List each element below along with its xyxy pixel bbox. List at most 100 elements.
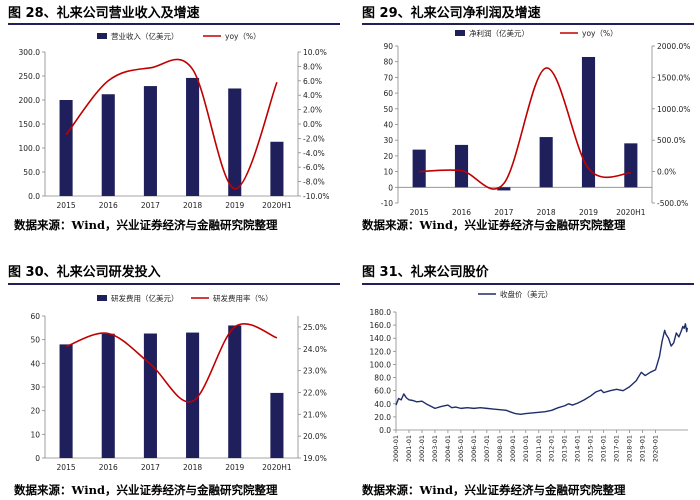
x-tick-label: 2016 — [452, 208, 471, 217]
x-tick-label: 2005-01 — [457, 435, 465, 462]
x-tick-label: 2006-01 — [470, 435, 478, 462]
x-tick-label: 2019-01 — [639, 435, 647, 462]
y-tick-label: 180.0 — [370, 308, 392, 317]
legend-label: 研发费用率（%） — [213, 293, 273, 303]
y-tick-label: 140.0 — [370, 334, 392, 343]
y-tick-label: 300.0 — [19, 48, 41, 57]
bar — [270, 392, 284, 458]
x-tick-label: 2001-01 — [405, 435, 413, 462]
chart-rd: 0 10 20 30 40 50 60 19.0% 20.0% 21.0% 22.0% 23.0% 24… — [30, 293, 326, 472]
y-tick-label: 50.0 — [23, 168, 40, 177]
title-rule — [8, 283, 340, 285]
x-tick-label: 2015-01 — [587, 435, 595, 462]
y-tick-label: -10 — [381, 199, 393, 208]
y-tick-label: 80.0 — [374, 374, 391, 383]
chart-net-profit: -10 0 10 20 30 40 50 60 70 80 90 -500.0% 0.0% 500.0% 1… — [381, 28, 691, 217]
legend-swatch-bar — [97, 295, 107, 301]
series-line-yoy（%） — [419, 67, 631, 190]
y-tick-label: 80 — [383, 58, 393, 67]
y2-tick-label: -2.0% — [303, 134, 325, 143]
y2-tick-label: 500.0% — [657, 136, 686, 145]
y2-tick-label: -500.0% — [657, 199, 688, 208]
bar — [143, 333, 157, 458]
y2-tick-label: -6.0% — [303, 163, 325, 172]
y2-tick-label: 2000.0% — [657, 42, 690, 51]
x-tick-label: 2016 — [99, 201, 118, 210]
y2-tick-label: -4.0% — [303, 149, 325, 158]
bar — [454, 144, 469, 188]
x-tick-label: 2017-01 — [613, 435, 621, 462]
x-tick-label: 2018-01 — [626, 435, 634, 462]
panel-title-net-profit: 图 29、礼来公司净利润及增速 — [362, 6, 541, 21]
bar — [186, 77, 200, 196]
y2-tick-label: 8.0% — [303, 62, 322, 71]
y2-tick-label: 6.0% — [303, 77, 322, 86]
y-tick-label: 100.0 — [19, 144, 41, 153]
bar — [143, 86, 157, 196]
y-tick-label: 20 — [383, 152, 393, 161]
legend-label: 营业收入（亿美元） — [111, 31, 179, 41]
y-tick-label: 50 — [383, 105, 393, 114]
x-tick-label: 2012-01 — [548, 435, 556, 462]
y-tick-label: 250.0 — [19, 72, 41, 81]
y-tick-label: 10 — [383, 168, 393, 177]
x-tick-label: 2018 — [537, 208, 556, 217]
y2-tick-label: -8.0% — [303, 178, 325, 187]
panel-title-rd: 图 30、礼来公司研发投入 — [8, 265, 161, 280]
y2-tick-label: 24.0% — [303, 345, 327, 354]
y2-tick-label: 4.0% — [303, 91, 322, 100]
bar — [186, 332, 200, 458]
y-tick-label: 60.0 — [374, 387, 391, 396]
x-tick-label: 2019 — [225, 201, 244, 210]
x-tick-label: 2003-01 — [431, 435, 439, 462]
legend-label: 研发费用（亿美元） — [111, 293, 179, 303]
y2-tick-label: 1500.0% — [657, 73, 690, 82]
title-rule — [362, 283, 694, 285]
bar — [412, 149, 426, 188]
legend-swatch-bar — [97, 33, 107, 39]
x-tick-label: 2008-01 — [496, 435, 504, 462]
legend-label: 净利润（亿美元） — [469, 28, 529, 38]
x-tick-label: 2013-01 — [561, 435, 569, 462]
legend-label: 收盘价（美元） — [500, 289, 553, 299]
y2-tick-label: 21.0% — [303, 410, 327, 419]
bar — [228, 325, 242, 458]
x-tick-label: 2010-01 — [522, 435, 530, 462]
y-tick-label: 0.0 — [28, 192, 40, 201]
bar — [228, 88, 242, 196]
x-tick-label: 2018 — [183, 201, 202, 210]
legend-label: yoy（%） — [582, 29, 618, 38]
y-tick-label: 0 — [388, 183, 393, 192]
x-tick-label: 2020H1 — [262, 463, 292, 472]
y-tick-label: 90 — [383, 42, 393, 51]
y-tick-label: 70 — [383, 73, 393, 82]
title-rule — [362, 23, 694, 25]
bar — [497, 187, 511, 191]
title-rule — [8, 23, 340, 25]
panel-title-stock-price: 图 31、礼来公司股价 — [362, 265, 489, 280]
y-tick-label: 20 — [30, 407, 40, 416]
legend-label: yoy（%） — [225, 32, 261, 41]
y2-tick-label: -10.0% — [303, 192, 330, 201]
chart-stock-price: 0.0 20.0 40.0 60.0 80.0 100.0 120.0 140.0 160.0 1… — [370, 289, 689, 462]
x-tick-label: 2017 — [141, 463, 160, 472]
x-tick-label: 2017 — [141, 201, 160, 210]
x-tick-label: 2020-01 — [652, 435, 660, 462]
y-tick-label: 30 — [30, 383, 40, 392]
bar — [539, 137, 553, 188]
y2-tick-label: 22.0% — [303, 388, 327, 397]
y-tick-label: 10 — [30, 430, 40, 439]
x-tick-label: 2020H1 — [262, 201, 292, 210]
legend-swatch-bar — [455, 30, 465, 36]
y-tick-label: 40 — [383, 121, 393, 130]
y-tick-label: 60 — [30, 312, 40, 321]
chart-revenue: 0.0 50.0 100.0 150.0 200.0 250.0 300.0 -10.0% -8… — [19, 31, 330, 210]
source-note: 数据来源：Wind，兴业证券经济与金融研究院整理 — [362, 483, 626, 497]
y-tick-label: 20.0 — [374, 413, 391, 422]
series-line-price — [395, 323, 689, 415]
x-tick-label: 2014-01 — [574, 435, 582, 462]
x-tick-label: 2000-01 — [392, 435, 400, 462]
x-tick-label: 2011-01 — [535, 435, 543, 462]
y-tick-label: 50 — [30, 336, 40, 345]
